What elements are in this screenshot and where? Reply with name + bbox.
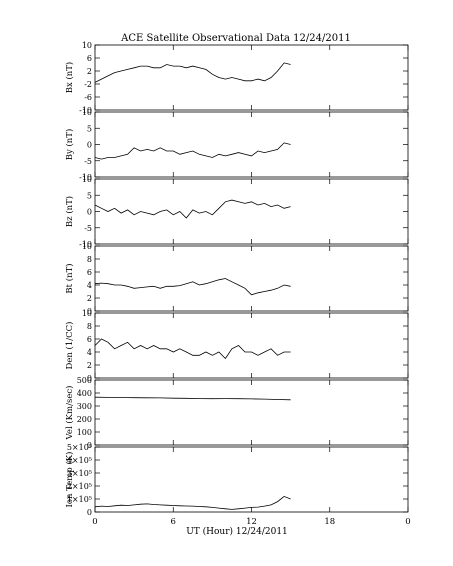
panel-frame bbox=[94, 44, 409, 111]
series-line bbox=[94, 495, 291, 510]
y-tick-label: 300 bbox=[77, 402, 92, 411]
y-axis-label: Bt (nT) bbox=[64, 263, 75, 293]
series-line bbox=[94, 62, 291, 83]
series-line bbox=[94, 338, 291, 360]
y-tick-label: 1×10⁵ bbox=[67, 495, 92, 504]
y-axis-label: Bx (nT) bbox=[64, 62, 75, 94]
y-tick-label: 5 bbox=[87, 124, 92, 133]
x-tick-label: 0 bbox=[92, 517, 97, 527]
y-tick-label: -2 bbox=[84, 80, 92, 89]
y-tick-label: 2 bbox=[87, 361, 92, 370]
y-tick-label: 0 bbox=[87, 307, 92, 316]
y-tick-label: 8 bbox=[87, 255, 92, 264]
panel-frame bbox=[94, 312, 409, 379]
panel-7: 5×10⁵ 4×10⁵ 3×10⁵ 2×10⁵ 1×10⁵ 0 Ion Temp (K) bbox=[64, 443, 409, 517]
y-tick-label: 2 bbox=[87, 67, 92, 76]
y-tick-label: 100 bbox=[77, 428, 92, 437]
panels: 10 6 2 -2 -6 -10 Bx (nT) 10 5 0 -5 -10 By (nT) 10 5 0 -5… bbox=[64, 41, 409, 517]
panel-2: 10 5 0 -5 -10 By (nT) bbox=[64, 108, 409, 182]
y-tick-label: 10 bbox=[82, 41, 92, 50]
y-tick-label: 6 bbox=[87, 335, 92, 344]
panel-frame bbox=[94, 379, 409, 446]
y-tick-label: 500 bbox=[77, 376, 92, 385]
panel-3: 10 5 0 -5 -10 Bz (nT) bbox=[64, 175, 409, 249]
y-tick-label: 2 bbox=[87, 294, 92, 303]
panel-frame bbox=[94, 446, 409, 513]
y-axis-label: Den (1/CC) bbox=[64, 322, 75, 370]
y-tick-label: 0 bbox=[87, 208, 92, 217]
y-axis-label: By (nT) bbox=[64, 129, 75, 161]
y-tick-label: -5 bbox=[84, 224, 92, 233]
series-line bbox=[94, 142, 291, 160]
y-tick-label: 0 bbox=[87, 374, 92, 383]
y-tick-label: -10 bbox=[79, 173, 92, 182]
panel-6: 500 400 300 200 100 0 Vel (Km/sec) bbox=[64, 376, 409, 450]
y-tick-label: 5×10⁵ bbox=[67, 443, 92, 452]
y-tick-label: 4 bbox=[87, 281, 92, 290]
y-tick-label: 4 bbox=[87, 348, 92, 357]
y-axis-label: Bz (nT) bbox=[64, 196, 75, 227]
x-axis: 0 6 12 18 0 bbox=[92, 517, 410, 527]
y-tick-label: 10 bbox=[82, 175, 92, 184]
y-tick-label: 0 bbox=[87, 508, 92, 517]
y-tick-label: 400 bbox=[77, 389, 92, 398]
y-tick-label: -6 bbox=[84, 93, 92, 102]
chart-title: ACE Satellite Observational Data 12/24/2… bbox=[120, 33, 351, 44]
y-tick-label: 3×10⁵ bbox=[67, 469, 92, 478]
panel-5: 10 8 6 4 2 0 Den (1/CC) bbox=[64, 309, 409, 383]
x-tick-label: 0 bbox=[405, 517, 410, 527]
series-line bbox=[94, 199, 291, 219]
y-axis-label: Vel (Km/sec) bbox=[64, 386, 75, 441]
y-tick-label: 2×10⁵ bbox=[67, 482, 92, 491]
y-axis-label: Ion Temp (K) bbox=[64, 452, 75, 508]
x-tick-label: 6 bbox=[171, 517, 176, 527]
y-tick-label: 6 bbox=[87, 54, 92, 63]
y-tick-label: 10 bbox=[82, 108, 92, 117]
y-tick-label: -10 bbox=[79, 240, 92, 249]
x-tick-label: 18 bbox=[324, 517, 335, 527]
panel-1: 10 6 2 -2 -6 -10 Bx (nT) bbox=[64, 41, 409, 115]
panel-4: 10 8 6 4 2 0 Bt (nT) bbox=[64, 242, 409, 316]
y-tick-label: 0 bbox=[87, 441, 92, 450]
y-tick-label: 6 bbox=[87, 268, 92, 277]
y-tick-label: 0 bbox=[87, 141, 92, 150]
y-tick-label: 200 bbox=[77, 415, 92, 424]
y-tick-label: 10 bbox=[82, 309, 92, 318]
x-tick-label: 12 bbox=[246, 517, 257, 527]
panel-frame bbox=[94, 111, 409, 178]
y-tick-label: 4×10⁵ bbox=[67, 456, 92, 465]
y-tick-label: 10 bbox=[82, 242, 92, 251]
series-line bbox=[94, 396, 291, 401]
y-tick-label: -10 bbox=[79, 106, 92, 115]
series-line bbox=[94, 278, 291, 296]
x-axis-label: UT (Hour) 12/24/2011 bbox=[186, 526, 288, 537]
y-tick-label: 8 bbox=[87, 322, 92, 331]
y-tick-label: -5 bbox=[84, 157, 92, 166]
panel-frame bbox=[94, 245, 409, 312]
y-tick-label: 5 bbox=[87, 191, 92, 200]
